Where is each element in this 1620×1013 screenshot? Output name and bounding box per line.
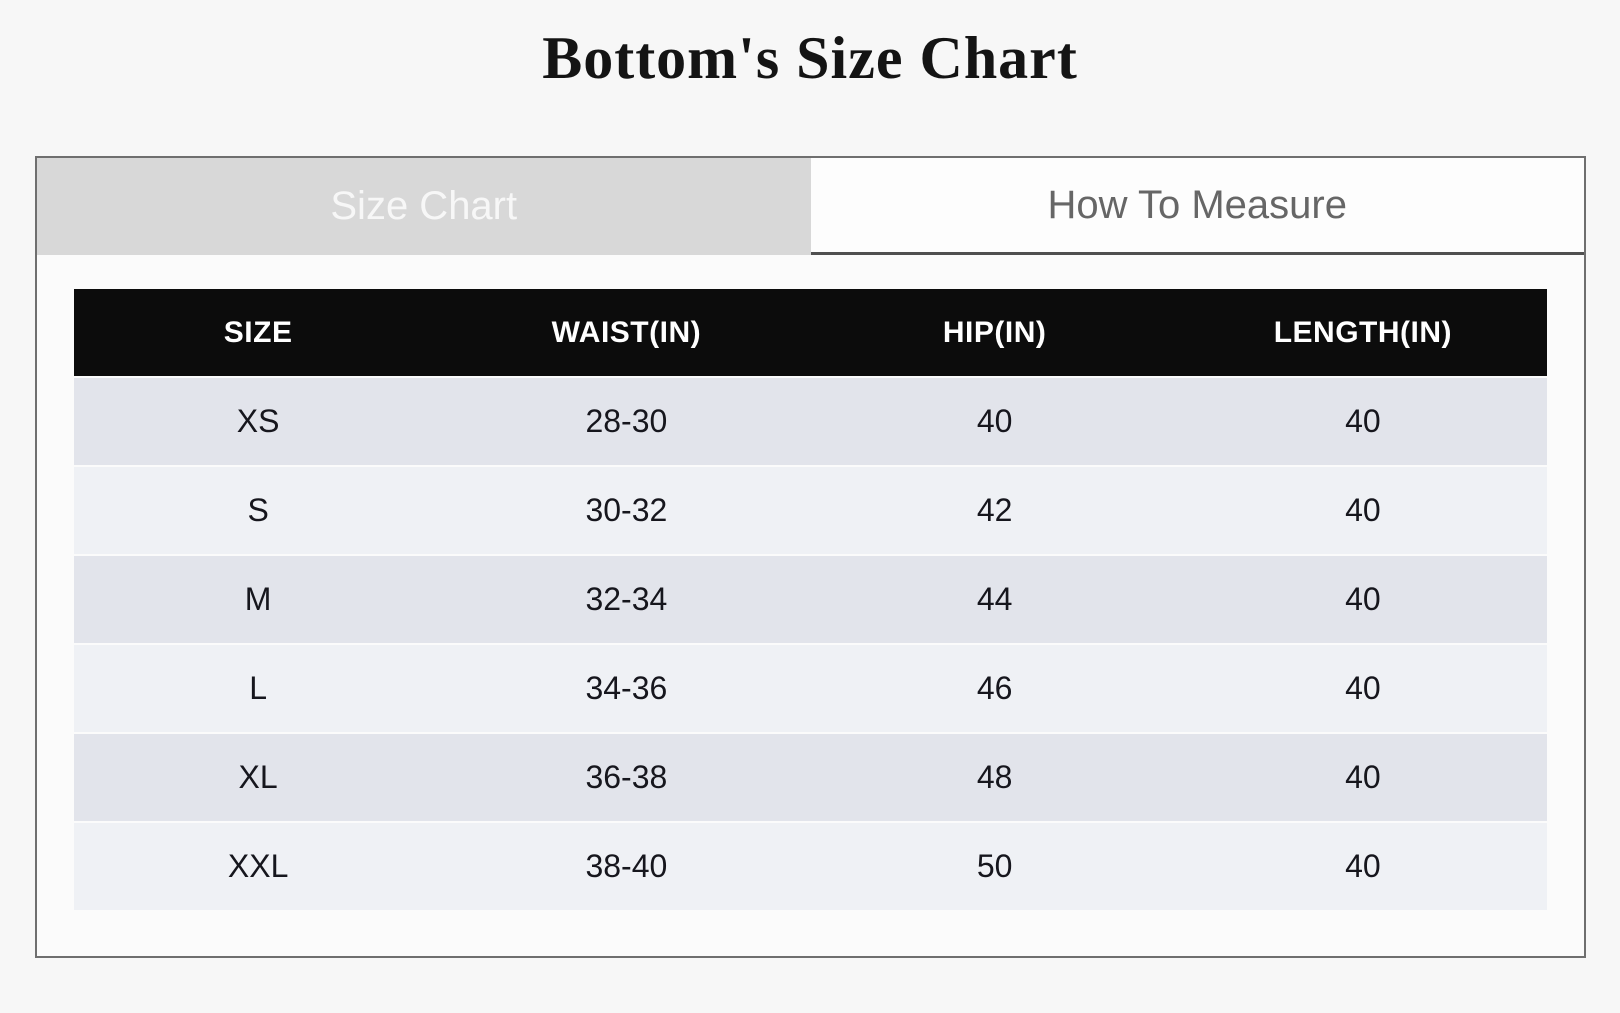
- table-cell: 28-30: [442, 378, 811, 465]
- column-header-size: SIZE: [74, 289, 443, 376]
- table-cell: 44: [810, 556, 1179, 643]
- page-title: Bottom's Size Chart: [542, 25, 1078, 91]
- table-cell: 40: [810, 378, 1179, 465]
- table-cell: 40: [1178, 823, 1547, 910]
- size-chart-panel: Size Chart How To Measure SIZE WAIST(IN)…: [35, 156, 1586, 958]
- table-cell: 46: [810, 645, 1179, 732]
- table-cell: S: [74, 467, 443, 554]
- column-header-hip: HIP(IN): [810, 289, 1179, 376]
- table-row: S 30-32 42 40: [74, 467, 1547, 554]
- table-cell: XXL: [74, 823, 443, 910]
- table-cell: 38-40: [442, 823, 811, 910]
- table-cell: 40: [1178, 734, 1547, 821]
- table-row: M 32-34 44 40: [74, 556, 1547, 643]
- table-row: L 34-36 46 40: [74, 645, 1547, 732]
- column-header-waist: WAIST(IN): [442, 289, 811, 376]
- table-row: XL 36-38 48 40: [74, 734, 1547, 821]
- table-cell: XL: [74, 734, 443, 821]
- tab-bar: Size Chart How To Measure: [37, 158, 1584, 255]
- table-cell: 36-38: [442, 734, 811, 821]
- table-cell: 40: [1178, 467, 1547, 554]
- table-cell: 40: [1178, 645, 1547, 732]
- table-row: XXL 38-40 50 40: [74, 823, 1547, 910]
- size-table-container: SIZE WAIST(IN) HIP(IN) LENGTH(IN) XS 28-3…: [37, 255, 1584, 912]
- table-header-row: SIZE WAIST(IN) HIP(IN) LENGTH(IN): [74, 289, 1547, 376]
- table-cell: XS: [74, 378, 443, 465]
- size-table: SIZE WAIST(IN) HIP(IN) LENGTH(IN) XS 28-3…: [74, 287, 1547, 912]
- table-cell: 34-36: [442, 645, 811, 732]
- tab-size-chart[interactable]: Size Chart: [37, 158, 811, 255]
- table-cell: 32-34: [442, 556, 811, 643]
- table-cell: L: [74, 645, 443, 732]
- table-cell: 48: [810, 734, 1179, 821]
- table-cell: 40: [1178, 378, 1547, 465]
- table-cell: 40: [1178, 556, 1547, 643]
- size-table-body: XS 28-30 40 40 S 30-32 42 40 M 32-34 44 40 L 34-36 46 4…: [74, 378, 1547, 910]
- table-cell: 50: [810, 823, 1179, 910]
- tab-how-to-measure[interactable]: How To Measure: [810, 158, 1584, 255]
- table-cell: 30-32: [442, 467, 811, 554]
- table-cell: 42: [810, 467, 1179, 554]
- column-header-length: LENGTH(IN): [1178, 289, 1547, 376]
- table-row: XS 28-30 40 40: [74, 378, 1547, 465]
- table-cell: M: [74, 556, 443, 643]
